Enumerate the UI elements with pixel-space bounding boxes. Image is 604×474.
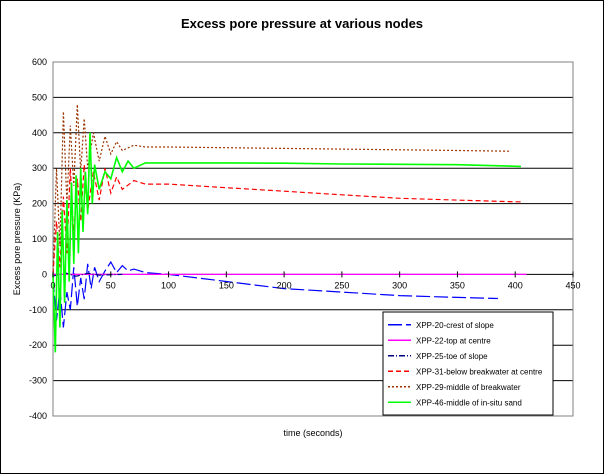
x-axis-label: time (seconds)	[283, 428, 342, 438]
series-line-3	[52, 271, 123, 277]
x-tick-label: 100	[161, 280, 176, 290]
y-tick-label: 500	[32, 92, 47, 102]
x-tick-label: 400	[508, 280, 523, 290]
x-tick-label: 0	[50, 280, 55, 290]
x-axis-ticks: 0 50 100 150 200 250 300 350 400 450	[50, 271, 581, 290]
y-tick-label: -400	[29, 411, 47, 421]
series-lines	[52, 104, 527, 353]
plot-area	[52, 61, 574, 417]
x-tick-label: 200	[277, 280, 292, 290]
x-tick-label: 450	[565, 280, 580, 290]
y-axis-ticks: 600 500 400 300 200 100 0 -100 -200 -300 -400	[29, 57, 47, 421]
y-tick-label: 100	[32, 234, 47, 244]
legend-entry-label: XPP-29-middle of breakwater	[416, 383, 521, 392]
y-tick-label: 400	[32, 128, 47, 138]
y-tick-label: -200	[29, 340, 47, 350]
series-line-4	[52, 164, 521, 275]
legend-box	[382, 311, 554, 416]
x-tick-label: 150	[219, 280, 234, 290]
y-tick-label: -100	[29, 305, 47, 315]
y-tick-label: -300	[29, 376, 47, 386]
legend-entry-label: XPP-22-top at centre	[416, 336, 491, 345]
legend: XPP-20-crest of slope XPP-22-top at centr…	[382, 311, 554, 416]
series-line-6	[52, 132, 522, 353]
y-axis-label: Excess pore pressure (KPa)	[12, 183, 22, 296]
legend-entry-label: XPP-20-crest of slope	[416, 321, 494, 330]
legend-entry-label: XPP-31-below breakwater at centre	[416, 367, 543, 376]
legend-entry-label: XPP-25-toe of slope	[416, 352, 488, 361]
series-line-5	[52, 104, 510, 275]
series-line-1	[52, 260, 498, 328]
y-tick-label: 200	[32, 199, 47, 209]
x-tick-label: 300	[392, 280, 407, 290]
y-tick-label: 300	[32, 163, 47, 173]
chart-title: Excess pore pressure at various nodes	[180, 16, 424, 31]
x-tick-label: 350	[450, 280, 465, 290]
x-tick-label: 250	[334, 280, 349, 290]
y-tick-label: 600	[32, 57, 47, 67]
y-tick-label: 0	[42, 269, 47, 279]
legend-entry-label: XPP-46-middle of in-situ sand	[416, 398, 522, 407]
x-tick-label: 50	[106, 280, 116, 290]
